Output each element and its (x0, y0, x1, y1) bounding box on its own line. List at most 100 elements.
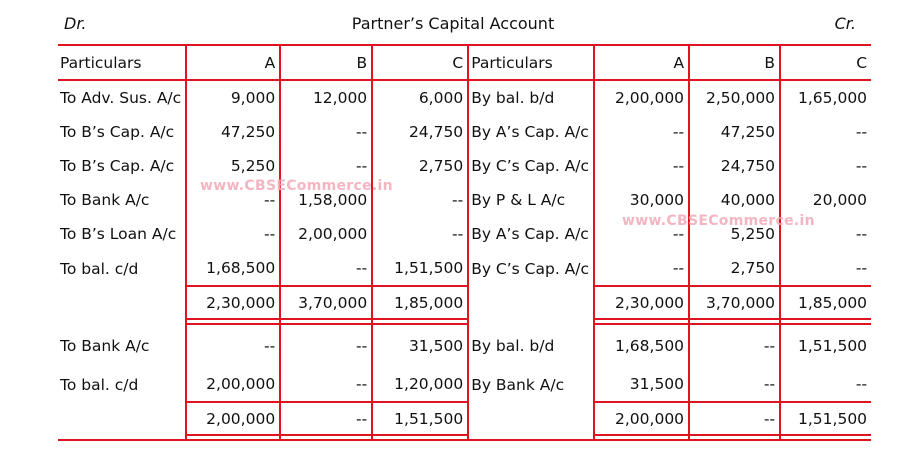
credit-particulars-cell: By C’s Cap. A/c (467, 251, 595, 286)
debit-particulars-cell: To Adv. Sus. A/c (60, 89, 182, 107)
amount-cell-b: 3,70,000 (279, 285, 373, 320)
credit-particulars-cell: By A’s Cap. A/c (467, 115, 595, 149)
amount-cell-b (688, 319, 781, 325)
amount-cell-c: -- (779, 251, 872, 286)
debit-particulars-cell (58, 402, 186, 435)
double-rule-row (58, 435, 872, 441)
credit-particulars-cell: By A’s Cap. A/c (467, 217, 595, 251)
table-row: To Adv. Sus. A/c 9,000 12,000 6,000 By bal. … (58, 80, 872, 115)
amount-cell-b (279, 319, 373, 325)
amount-cell-b: 1,58,000 (279, 183, 373, 217)
amount-cell-b: 2,50,000 (688, 80, 781, 115)
table-row: To bal. c/d 1,68,500 -- 1,51,500 By C’s Cap.… (58, 251, 872, 286)
page-title: Partner’s Capital Account (351, 14, 555, 33)
debit-particulars-cell: Particulars (58, 44, 187, 81)
table-row: To bal. c/d 2,00,000 -- 1,20,000 By Bank A/c… (58, 367, 872, 402)
amount-cell-b: -- (688, 401, 781, 436)
amount-cell-b: -- (279, 367, 373, 402)
amount-cell-a: 2,00,000 (185, 367, 281, 402)
amount-cell-c: -- (779, 149, 872, 183)
amount-cell-c: 1,85,000 (779, 285, 872, 320)
totals-row: 2,00,000 -- 1,51,500 2,00,000 -- 1,51,500 (58, 401, 872, 436)
amount-cell-b: -- (688, 324, 781, 367)
table-row: To B’s Loan A/c -- 2,00,000 -- By A’s Cap. A… (58, 217, 872, 251)
amount-cell-a: 2,30,000 (593, 285, 690, 320)
amount-cell-b: -- (279, 401, 373, 436)
amount-cell-c: C (779, 44, 872, 81)
amount-cell-a: 5,250 (185, 149, 281, 183)
credit-particulars-cell (467, 286, 595, 319)
debit-particulars-cell (58, 286, 186, 319)
credit-particulars-cell (467, 319, 595, 324)
amount-cell-c: 6,000 (371, 80, 469, 115)
credit-particulars-cell: By C’s Cap. A/c (467, 149, 595, 183)
credit-particulars-cell: By bal. b/d (467, 80, 595, 115)
amount-cell-a: 2,00,000 (185, 401, 281, 436)
amount-cell-b: 47,250 (688, 115, 781, 149)
amount-cell-a (185, 435, 281, 441)
amount-cell-a: 1,68,500 (593, 324, 690, 367)
table-row: To Bank A/c -- -- 31,500 By bal. b/d 1,68,500… (58, 324, 872, 367)
amount-cell-c (371, 435, 469, 441)
amount-cell-c: 31,500 (371, 324, 469, 367)
debit-particulars-cell: To B’s Loan A/c (60, 225, 177, 243)
debit-particulars-cell: To B’s Cap. A/c (60, 123, 175, 141)
table-row: To Bank A/c -- 1,58,000 -- By P & L A/c 30,00… (58, 183, 872, 217)
amount-cell-a: -- (185, 324, 281, 367)
amount-cell-a: -- (593, 115, 690, 149)
amount-cell-b: 12,000 (279, 80, 373, 115)
amount-cell-c: 24,750 (371, 115, 469, 149)
double-rule-row (58, 319, 872, 325)
amount-cell-a: -- (593, 251, 690, 286)
amount-cell-b: -- (279, 149, 373, 183)
amount-cell-a: -- (593, 149, 690, 183)
amount-cell-c: 1,51,500 (371, 401, 469, 436)
debit-particulars-cell: To Bank A/c (60, 336, 150, 355)
amount-cell-b: 2,00,000 (279, 217, 373, 251)
amount-cell-c: 1,65,000 (779, 80, 872, 115)
amount-cell-c: 1,51,500 (371, 251, 469, 286)
amount-cell-b: 2,750 (688, 251, 781, 286)
amount-cell-c: 1,51,500 (779, 324, 872, 367)
amount-cell-b: 5,250 (688, 217, 781, 251)
amount-cell-b: 24,750 (688, 149, 781, 183)
amount-cell-c: -- (371, 217, 469, 251)
amount-cell-b (279, 435, 373, 441)
amount-cell-c: 2,750 (371, 149, 469, 183)
debit-particulars-cell: To bal. c/d (60, 375, 139, 394)
amount-cell-c: -- (779, 115, 872, 149)
amount-cell-a (593, 319, 690, 325)
amount-cell-a: 9,000 (185, 80, 281, 115)
amount-cell-a: 30,000 (593, 183, 690, 217)
capital-account-table: Particulars A B C Particulars A B C To Adv. Sus.… (58, 44, 872, 441)
amount-cell-c (779, 319, 872, 325)
table-row: To B’s Cap. A/c 47,250 -- 24,750 By A’s Cap.… (58, 115, 872, 149)
amount-cell-a: -- (593, 217, 690, 251)
amount-cell-a: 2,30,000 (185, 285, 281, 320)
amount-cell-a: A (593, 44, 690, 81)
watermark: www.CBSECommerce.in (622, 213, 815, 229)
amount-cell-a: 47,250 (185, 115, 281, 149)
amount-cell-c (779, 435, 872, 441)
credit-particulars-cell (467, 435, 595, 441)
amount-cell-a: 2,00,000 (593, 401, 690, 436)
amount-cell-a: 2,00,000 (593, 80, 690, 115)
credit-particulars-cell: By bal. b/d (467, 324, 595, 367)
credit-particulars-cell (467, 402, 595, 435)
table-row: To B’s Cap. A/c 5,250 -- 2,750 By C’s Cap. A… (58, 149, 872, 183)
amount-cell-a: -- (185, 183, 281, 217)
amount-cell-b: -- (279, 115, 373, 149)
amount-cell-b: 3,70,000 (688, 285, 781, 320)
amount-cell-a: A (185, 44, 281, 81)
amount-cell-c: 1,51,500 (779, 401, 872, 436)
amount-cell-a: 1,68,500 (185, 251, 281, 286)
amount-cell-c: -- (371, 183, 469, 217)
amount-cell-a: -- (185, 217, 281, 251)
debit-label: Dr. (64, 14, 87, 33)
amount-cell-b: -- (279, 324, 373, 367)
amount-cell-c: 1,85,000 (371, 285, 469, 320)
credit-particulars-cell: By P & L A/c (467, 183, 595, 217)
debit-particulars-cell: To B’s Cap. A/c (60, 157, 175, 175)
watermark: www.CBSECommerce.in (200, 178, 393, 194)
amount-cell-c: -- (779, 217, 872, 251)
